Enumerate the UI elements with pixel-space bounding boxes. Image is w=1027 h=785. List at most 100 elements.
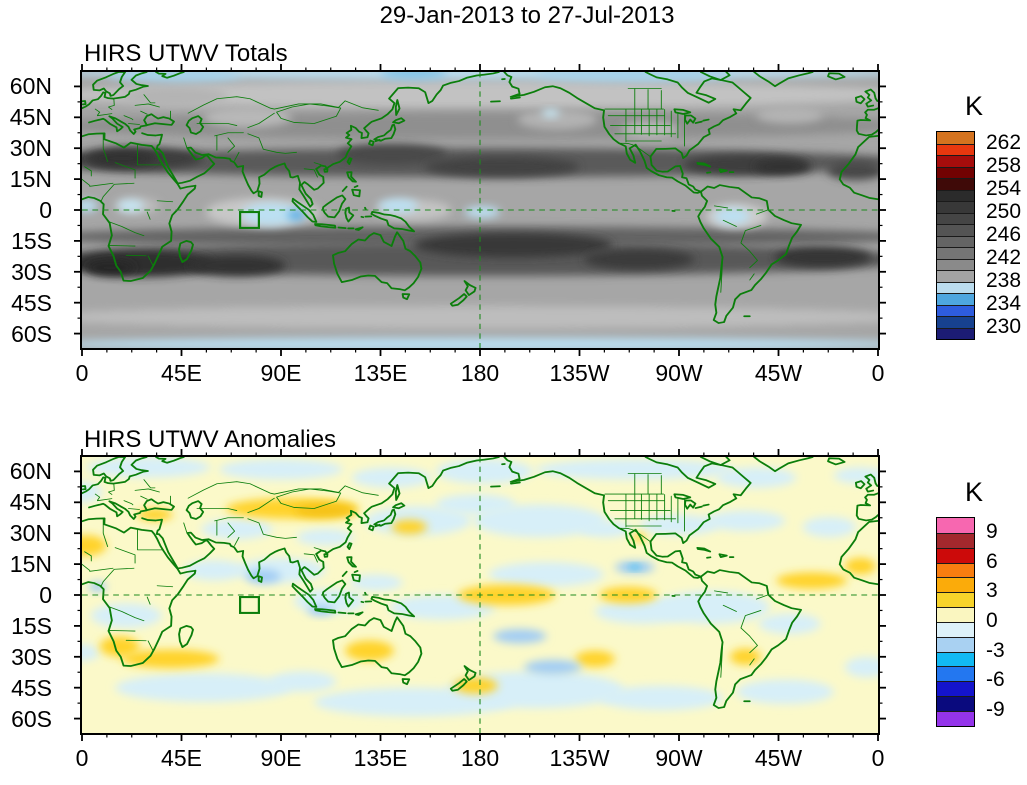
colorbar-tick-label: 230 <box>986 314 1022 338</box>
x-tick-label: 135E <box>353 745 408 771</box>
contour-region <box>493 628 547 644</box>
x-tick-label: 0 <box>75 745 89 771</box>
contour-region <box>115 673 293 703</box>
contour-region <box>464 206 500 218</box>
y-tick-label: 60S <box>11 320 52 347</box>
y-tick-label: 15N <box>9 551 52 578</box>
x-tick-label: 45E <box>161 745 202 771</box>
colorbar-tick-label: 246 <box>986 222 1022 246</box>
contour-region <box>349 574 403 591</box>
x-tick-label: 135W <box>549 745 610 771</box>
colorbar-unit-label: K <box>964 91 983 121</box>
contour-region <box>413 232 613 258</box>
y-tick-label: 30N <box>9 520 52 547</box>
x-tick-label: 90E <box>260 745 302 771</box>
x-tick-label: 45W <box>754 360 803 386</box>
figure-title: 29-Jan-2013 to 27-Jul-2013 <box>379 2 675 29</box>
colorbar-segment <box>937 178 974 190</box>
totals-map-canvas <box>82 72 878 348</box>
x-tick-label: 90W <box>655 745 703 771</box>
colorbar-segment <box>937 651 974 667</box>
colorbar-tick-label: 254 <box>986 176 1022 200</box>
x-tick-label: 180 <box>460 745 500 771</box>
colorbar-segment <box>937 636 974 652</box>
contour-region <box>90 603 162 628</box>
y-tick-label: 45S <box>11 674 52 701</box>
colorbar-segment <box>937 270 974 282</box>
contour-region <box>219 459 343 480</box>
colorbar-tick-label: 3 <box>986 579 998 603</box>
colorbar-segment <box>937 189 974 201</box>
x-tick-label: 45E <box>161 360 202 386</box>
contour-region <box>336 144 447 165</box>
colorbar-segment <box>937 696 974 711</box>
contour-region <box>802 516 856 538</box>
colorbar-swatches <box>936 517 975 727</box>
x-tick-label: 0 <box>871 745 885 771</box>
colorbar-tick-label: 238 <box>986 268 1022 292</box>
colorbar-tick-label: -3 <box>986 638 1005 662</box>
contour-region <box>203 107 293 128</box>
contour-region <box>776 572 848 589</box>
colorbar-segment <box>937 166 974 178</box>
x-tick-label: 180 <box>460 360 500 386</box>
x-tick-label: 135E <box>353 360 408 386</box>
x-tick-label: 90W <box>655 360 703 386</box>
y-tick-label: 60N <box>9 458 52 485</box>
contour-region <box>621 121 679 138</box>
y-tick-label: 15S <box>11 227 52 254</box>
y-tick-label: 0 <box>39 197 52 223</box>
colorbar-segment <box>937 532 974 548</box>
x-tick-label: 0 <box>871 360 885 386</box>
y-tick-label: 45N <box>9 104 52 131</box>
panel-anomalies-title: HIRS UTWV Anomalies <box>84 426 337 453</box>
contour-region <box>628 564 642 570</box>
colorbar-segment <box>937 607 974 622</box>
colorbar-segment <box>937 681 974 697</box>
y-tick-label: 15S <box>11 612 52 639</box>
map-totals: 0 45E 90E 135E 180 135W 90W 45W 0 60N 45N 30N 15N 0 15… <box>10 60 890 385</box>
x-tick-label: 90E <box>260 360 302 386</box>
contour-region <box>716 467 797 488</box>
contour-region <box>378 198 419 214</box>
contour-region <box>391 519 427 535</box>
colorbar-tick-label: -9 <box>986 698 1005 722</box>
y-tick-label: 0 <box>39 582 52 608</box>
contour-region <box>756 107 823 124</box>
colorbar-segment <box>937 235 974 247</box>
colorbar-segment <box>937 224 974 236</box>
contour-region <box>754 159 812 174</box>
colorbar-unit-label: K <box>964 477 983 507</box>
contour-region <box>736 679 834 705</box>
colorbar-segment <box>937 293 974 305</box>
colorbar-segment <box>937 304 974 316</box>
map-anomalies: 0 45E 90E 135E 180 135W 90W 45W 0 60N 45N 30N 15N 0 15… <box>10 445 890 770</box>
colorbar-segment <box>937 316 974 328</box>
colorbar-segment <box>937 621 974 637</box>
contour-region <box>86 260 136 275</box>
colorbar-segment <box>937 132 974 144</box>
contour-region <box>188 255 286 276</box>
contour-region <box>88 150 155 167</box>
y-tick-label: 30S <box>11 643 52 670</box>
colorbar-segment <box>937 143 974 155</box>
colorbar-segment <box>937 562 974 578</box>
colorbar-tick-label: 234 <box>986 291 1022 315</box>
colorbar-segment <box>937 201 974 213</box>
colorbar-tick-label: 242 <box>986 245 1022 269</box>
y-tick-label: 30N <box>9 135 52 162</box>
contour-region <box>639 514 719 536</box>
colorbar-tick-label: 0 <box>986 609 998 633</box>
contour-region <box>117 199 144 213</box>
y-tick-label: 60S <box>11 705 52 732</box>
colorbar-segment <box>937 547 974 563</box>
colorbar-tick-label: 250 <box>986 199 1022 223</box>
contour-region <box>345 640 394 661</box>
y-tick-label: 15N <box>9 166 52 193</box>
y-tick-label: 30S <box>11 258 52 285</box>
contour-region <box>424 156 580 178</box>
colorbar-segment <box>937 247 974 259</box>
contour-region <box>575 650 615 668</box>
colorbar-tick-label: -6 <box>986 668 1005 692</box>
contour-region <box>524 659 582 675</box>
